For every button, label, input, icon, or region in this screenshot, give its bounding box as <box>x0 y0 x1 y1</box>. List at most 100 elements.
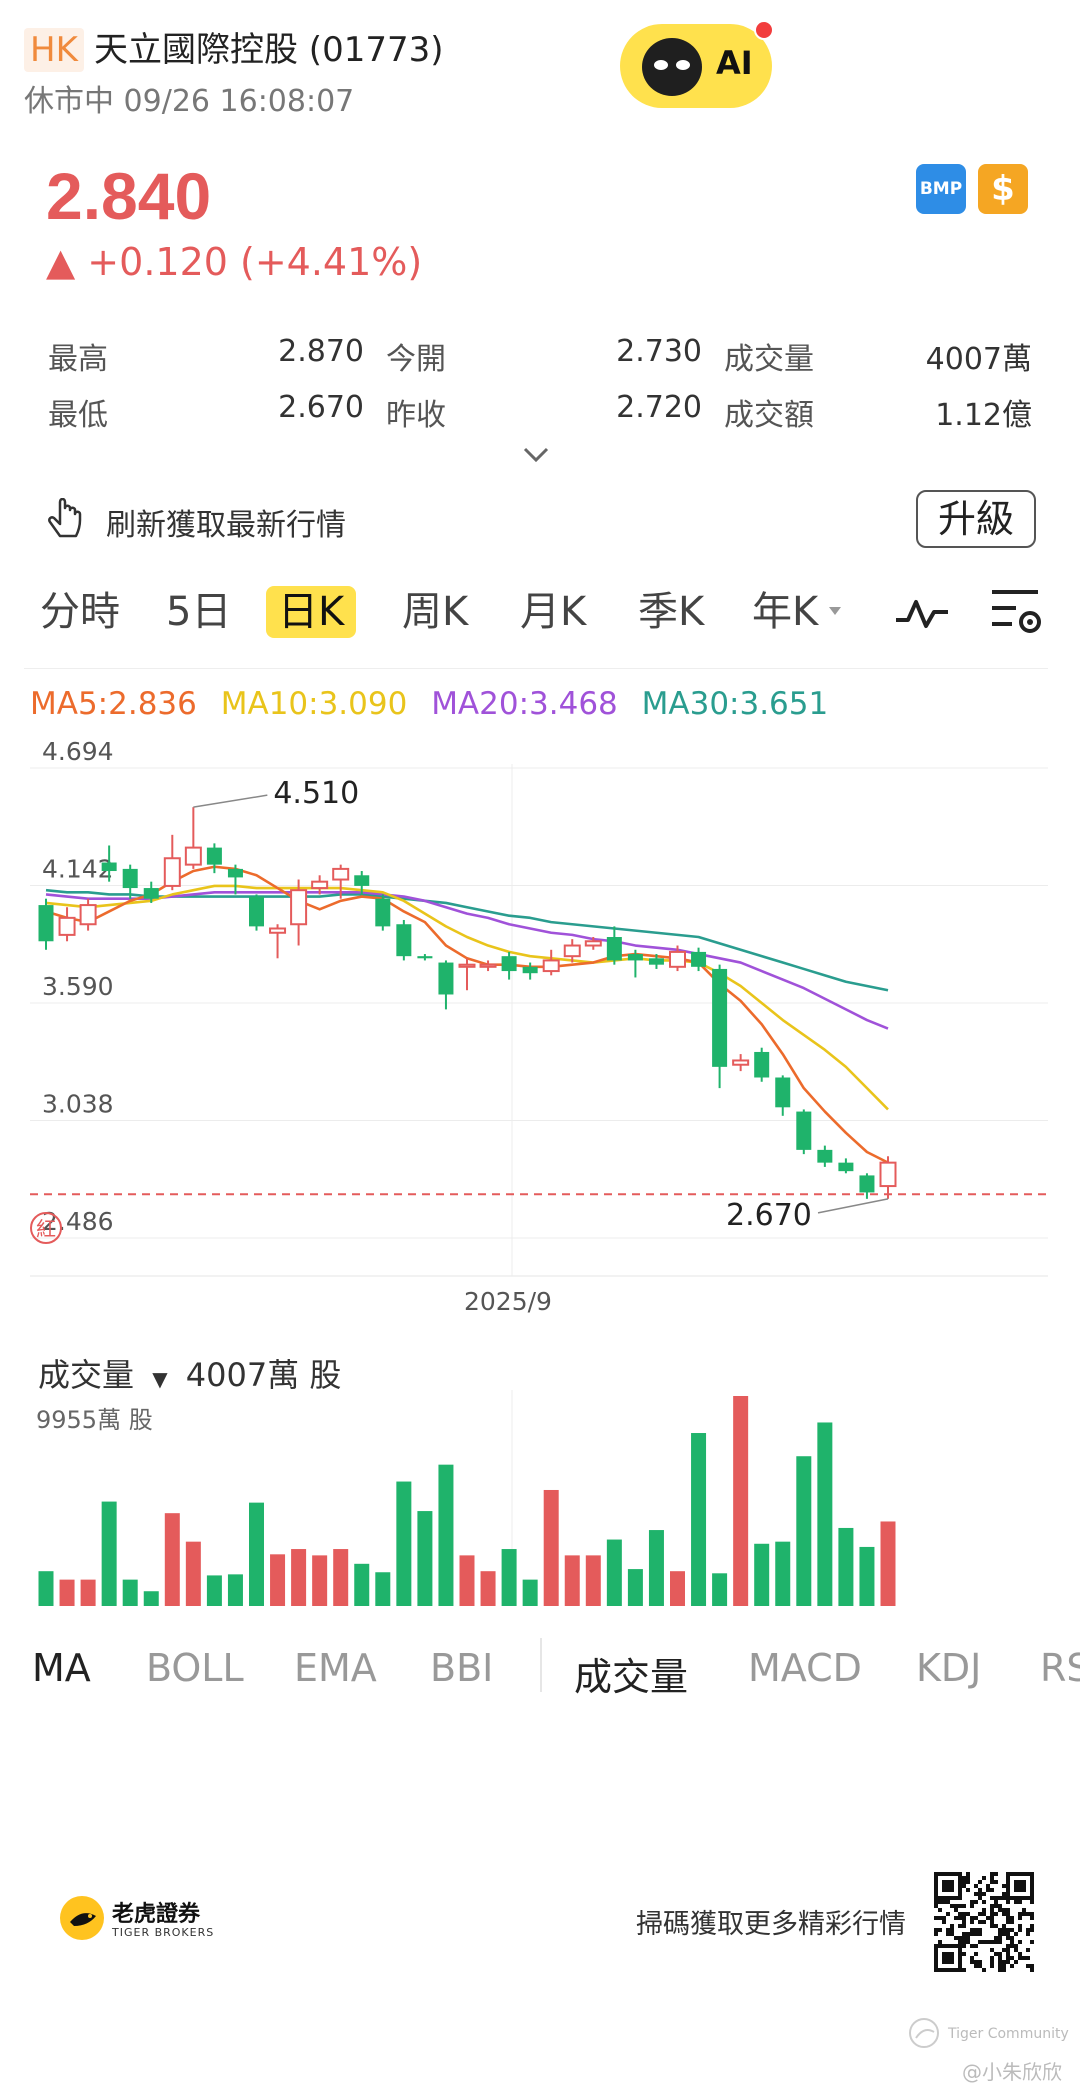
y-tick-label: 3.590 <box>42 972 114 1001</box>
y-tick-label: 4.694 <box>42 737 114 766</box>
volume-bar <box>38 1571 54 1606</box>
indicator-tab-kdj[interactable]: KDJ <box>916 1646 982 1690</box>
indicator-wave-icon[interactable] <box>894 594 950 632</box>
volume-bar <box>564 1555 580 1606</box>
ma10-value: MA10:3.090 <box>220 686 408 722</box>
volume-selector[interactable]: 成交量 ▼ 4007萬 股 <box>38 1350 341 1396</box>
candle-body <box>775 1077 791 1108</box>
community-logo-icon <box>909 2018 939 2048</box>
brand-name: 老虎證券 <box>112 1902 201 1927</box>
volume-bar <box>691 1433 707 1606</box>
volume-bar <box>396 1481 412 1606</box>
volume-bar <box>122 1579 138 1606</box>
volume-bar <box>291 1549 307 1606</box>
volume-bar <box>733 1396 749 1606</box>
ma30-value: MA30:3.651 <box>641 686 829 722</box>
candle-body <box>563 944 581 958</box>
candle-body <box>438 962 454 995</box>
candle-body <box>38 905 54 942</box>
volume-bar <box>627 1569 643 1606</box>
tab-monthly-k[interactable]: 月K <box>520 589 587 635</box>
indicator-tab-divider <box>540 1638 542 1692</box>
candle-body <box>627 954 643 961</box>
candle-body <box>879 1161 897 1188</box>
stat-value-turnover: 1.12億 <box>935 398 1032 433</box>
ma10-line <box>45 884 889 1111</box>
stat-label-turnover: 成交額 <box>724 398 814 433</box>
candle-body <box>796 1111 812 1150</box>
stat-value-low: 2.670 <box>278 390 364 425</box>
tab-yearly-k[interactable]: 年K <box>752 589 819 635</box>
volume-bar <box>796 1456 812 1606</box>
volume-bar <box>838 1527 854 1606</box>
last-price: 2.840 <box>46 159 212 233</box>
stat-label-prev-close: 昨收 <box>386 398 446 433</box>
price-change: ▲ +0.120 (+4.41%) <box>46 240 423 284</box>
candle-body <box>501 956 517 972</box>
volume-bar <box>501 1549 517 1606</box>
tab-weekly-k[interactable]: 周K <box>402 589 469 635</box>
volume-bar <box>270 1554 286 1606</box>
kline-chart[interactable]: 4.694 4.142 3.590 3.038 2.486 2025/9 4.510 2.6… <box>0 730 1080 1610</box>
notification-dot <box>754 20 774 40</box>
candle-body <box>859 1175 875 1193</box>
stat-value-prev-close: 2.720 <box>616 390 702 425</box>
candle-body <box>691 951 707 967</box>
stat-value-volume: 4007萬 <box>925 342 1032 377</box>
candle-body <box>584 940 602 947</box>
indicator-tab-bbi[interactable]: BBI <box>430 1646 494 1690</box>
candle-body <box>375 898 391 927</box>
volume-bar <box>754 1543 770 1606</box>
chart-settings-icon[interactable] <box>988 586 1044 638</box>
indicator-tab-ma[interactable]: MA <box>32 1646 91 1690</box>
candle-body <box>648 958 664 965</box>
market-badge: HK <box>24 28 84 72</box>
ma-legend: MA5:2.836 MA10:3.090 MA20:3.468 MA30:3.6… <box>30 686 828 722</box>
stat-label-open: 今開 <box>386 342 446 377</box>
ma5-line <box>45 865 889 1164</box>
bmp-icon[interactable]: BMP <box>916 164 966 214</box>
candle-body <box>332 867 350 881</box>
upgrade-button[interactable]: 升級 <box>916 490 1036 548</box>
low-label: 2.670 <box>726 1198 812 1233</box>
candle-body <box>79 904 97 926</box>
volume-bar <box>249 1502 264 1606</box>
candle-body <box>206 847 222 865</box>
candle-body <box>542 959 560 973</box>
tab-intraday[interactable]: 分時 <box>40 589 120 635</box>
stat-label-low: 最低 <box>48 398 108 433</box>
stat-label-volume: 成交量 <box>724 342 814 377</box>
indicator-tab-ema[interactable]: EMA <box>294 1646 377 1690</box>
volume-bar <box>775 1541 791 1606</box>
candle-body <box>184 846 202 866</box>
dollar-icon[interactable]: $ <box>978 164 1028 214</box>
caret-down-icon[interactable] <box>828 604 842 618</box>
chevron-down-icon[interactable] <box>522 440 550 468</box>
volume-bar <box>459 1555 475 1606</box>
high-pointer <box>193 794 268 808</box>
indicator-tab-macd[interactable]: MACD <box>748 1646 862 1690</box>
volume-bar <box>606 1539 622 1606</box>
indicator-tab-boll[interactable]: BOLL <box>146 1646 244 1690</box>
stock-title: 天立國際控股 (01773) <box>94 30 444 70</box>
candle-body <box>290 889 308 926</box>
candle-body <box>249 896 264 927</box>
candle-body <box>458 963 476 968</box>
volume-label: 成交量 <box>38 1356 135 1394</box>
candle-body <box>122 868 138 889</box>
candle-body <box>396 924 412 957</box>
volume-bar <box>817 1422 833 1606</box>
ma20-line <box>45 891 889 1030</box>
tab-5day[interactable]: 5日 <box>166 589 232 635</box>
tab-daily-k[interactable]: 日K <box>266 586 357 638</box>
candle-body <box>163 857 181 887</box>
candle-body <box>101 862 117 872</box>
refresh-hint[interactable]: 刷新獲取最新行情 <box>106 508 346 543</box>
indicator-tab-rsi[interactable]: RSI <box>1040 1646 1080 1690</box>
indicator-tab-volume[interactable]: 成交量 <box>574 1655 689 1699</box>
candle-body <box>58 916 76 936</box>
tab-quarterly-k[interactable]: 季K <box>638 589 705 635</box>
robot-face-icon <box>642 38 702 96</box>
tap-hand-icon <box>48 498 82 538</box>
volume-max-label: 9955萬 股 <box>36 1406 153 1434</box>
